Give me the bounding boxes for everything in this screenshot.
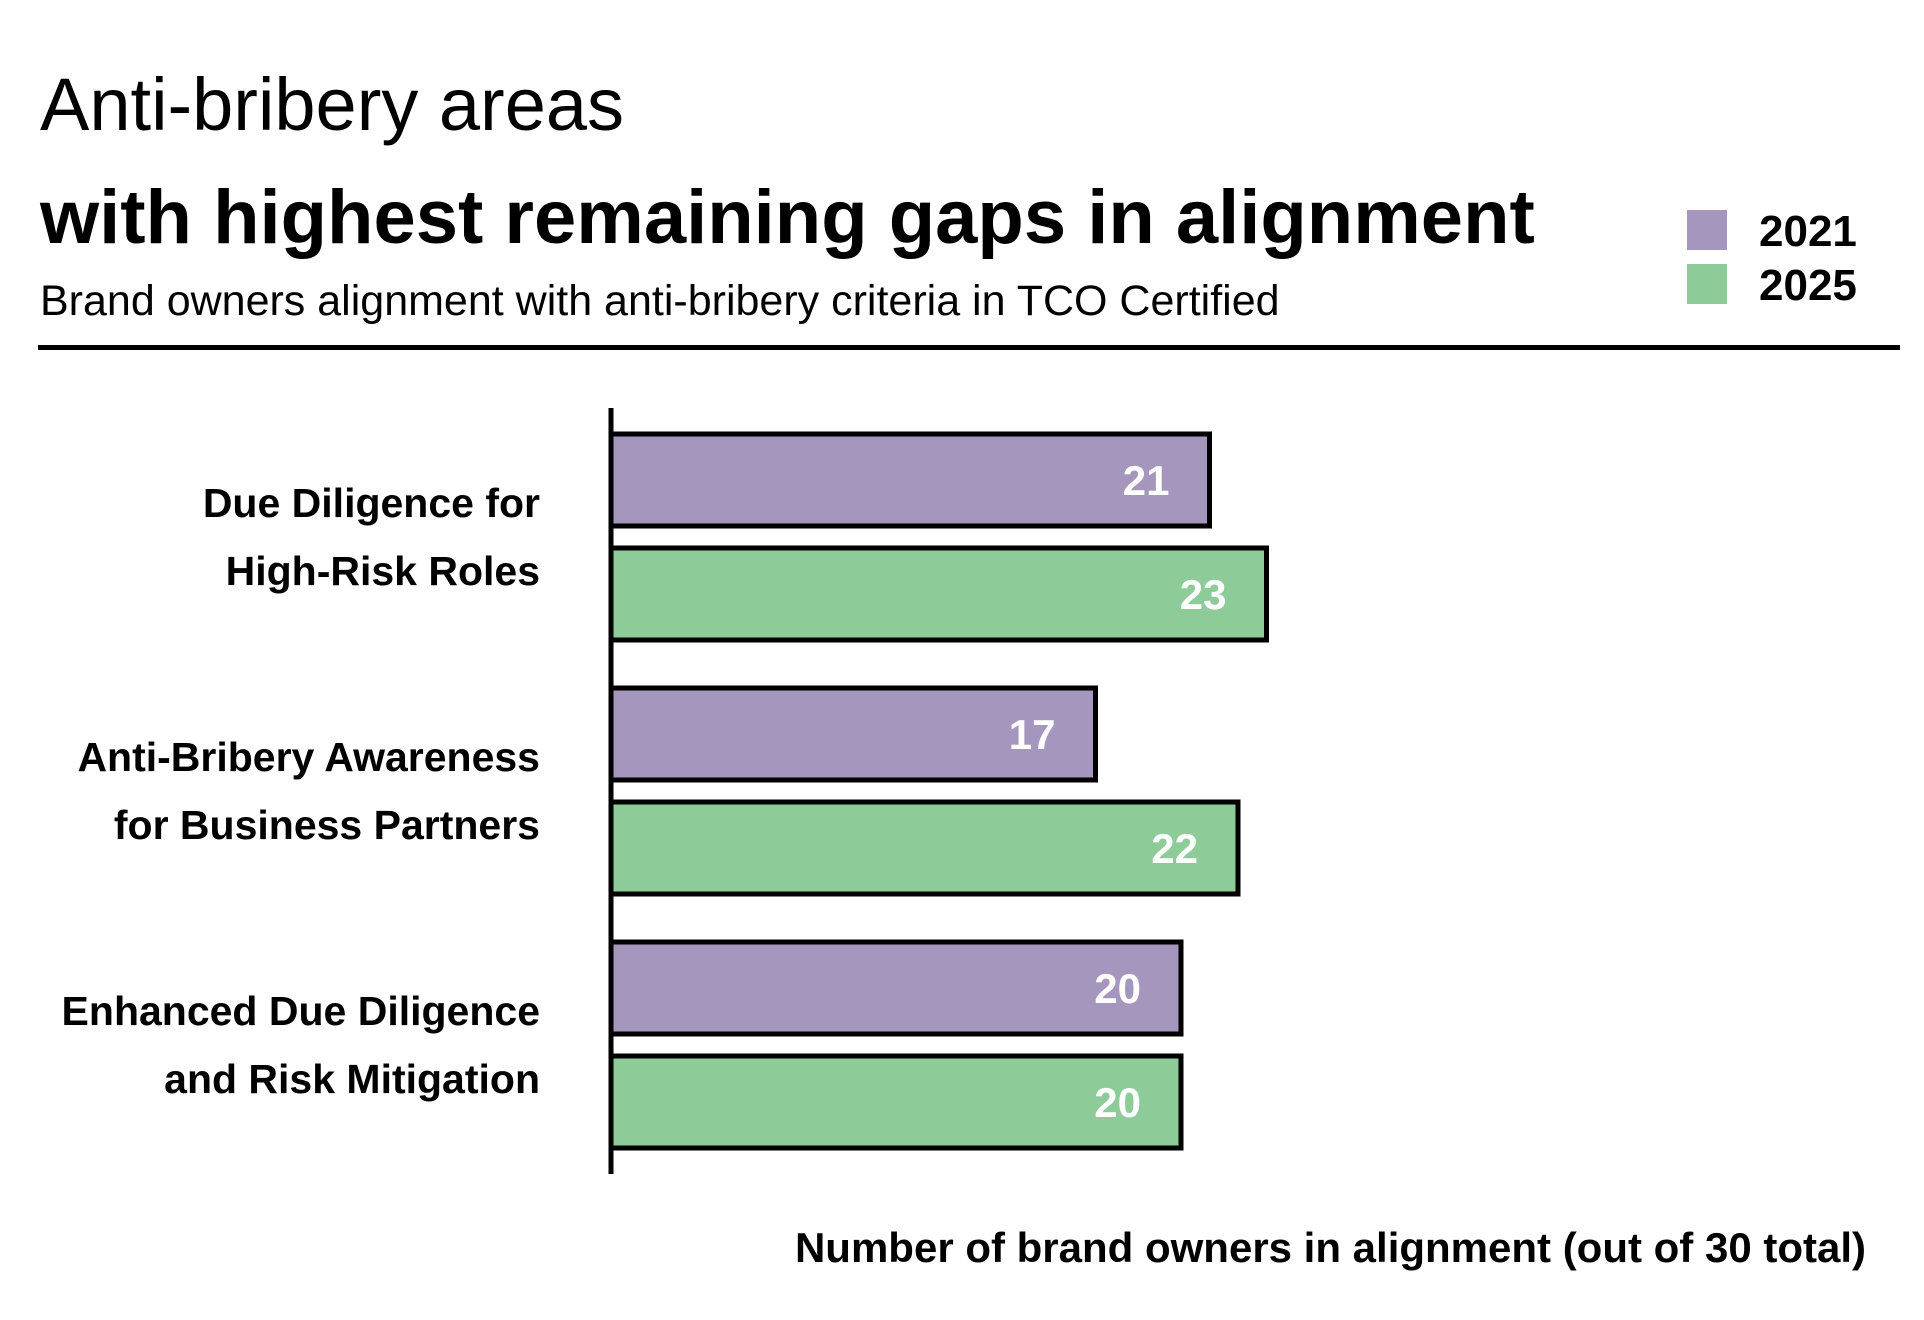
legend-label-2025: 2025 <box>1759 261 1857 310</box>
category-label-3-line2: and Risk Mitigation <box>164 1056 540 1102</box>
category-label-1-line2: High-Risk Roles <box>226 548 540 594</box>
value-label-2021-cat1: 21 <box>1123 457 1170 504</box>
bar-2025-cat1 <box>608 545 1269 643</box>
category-label-3-line1: Enhanced Due Diligence <box>62 988 540 1034</box>
legend-swatch-2021 <box>1687 210 1727 250</box>
value-label-2021-cat3: 20 <box>1094 965 1141 1012</box>
legend-label-2021: 2021 <box>1759 207 1857 256</box>
chart-title-line1: Anti-bribery areas <box>40 63 625 146</box>
bar-2025-cat3 <box>608 1053 1184 1151</box>
legend-swatch-2025 <box>1687 264 1727 304</box>
chart-title-line2: with highest remaining gaps in alignment <box>40 175 1535 260</box>
category-label-2-line1: Anti-Bribery Awareness <box>77 734 540 780</box>
value-label-2025-cat2: 22 <box>1151 825 1198 872</box>
bar-2025-cat2 <box>608 799 1241 897</box>
x-axis-label: Number of brand owners in alignment (out… <box>795 1224 1866 1271</box>
category-label-2-line2: for Business Partners <box>114 802 540 848</box>
chart-subtitle: Brand owners alignment with anti-bribery… <box>40 277 1280 325</box>
value-label-2025-cat1: 23 <box>1180 571 1227 618</box>
bar-2021-cat1 <box>608 431 1212 529</box>
header-divider <box>38 345 1900 350</box>
value-label-2021-cat2: 17 <box>1009 711 1056 758</box>
value-label-2025-cat3: 20 <box>1094 1079 1141 1126</box>
category-label-1-line1: Due Diligence for <box>203 480 540 526</box>
